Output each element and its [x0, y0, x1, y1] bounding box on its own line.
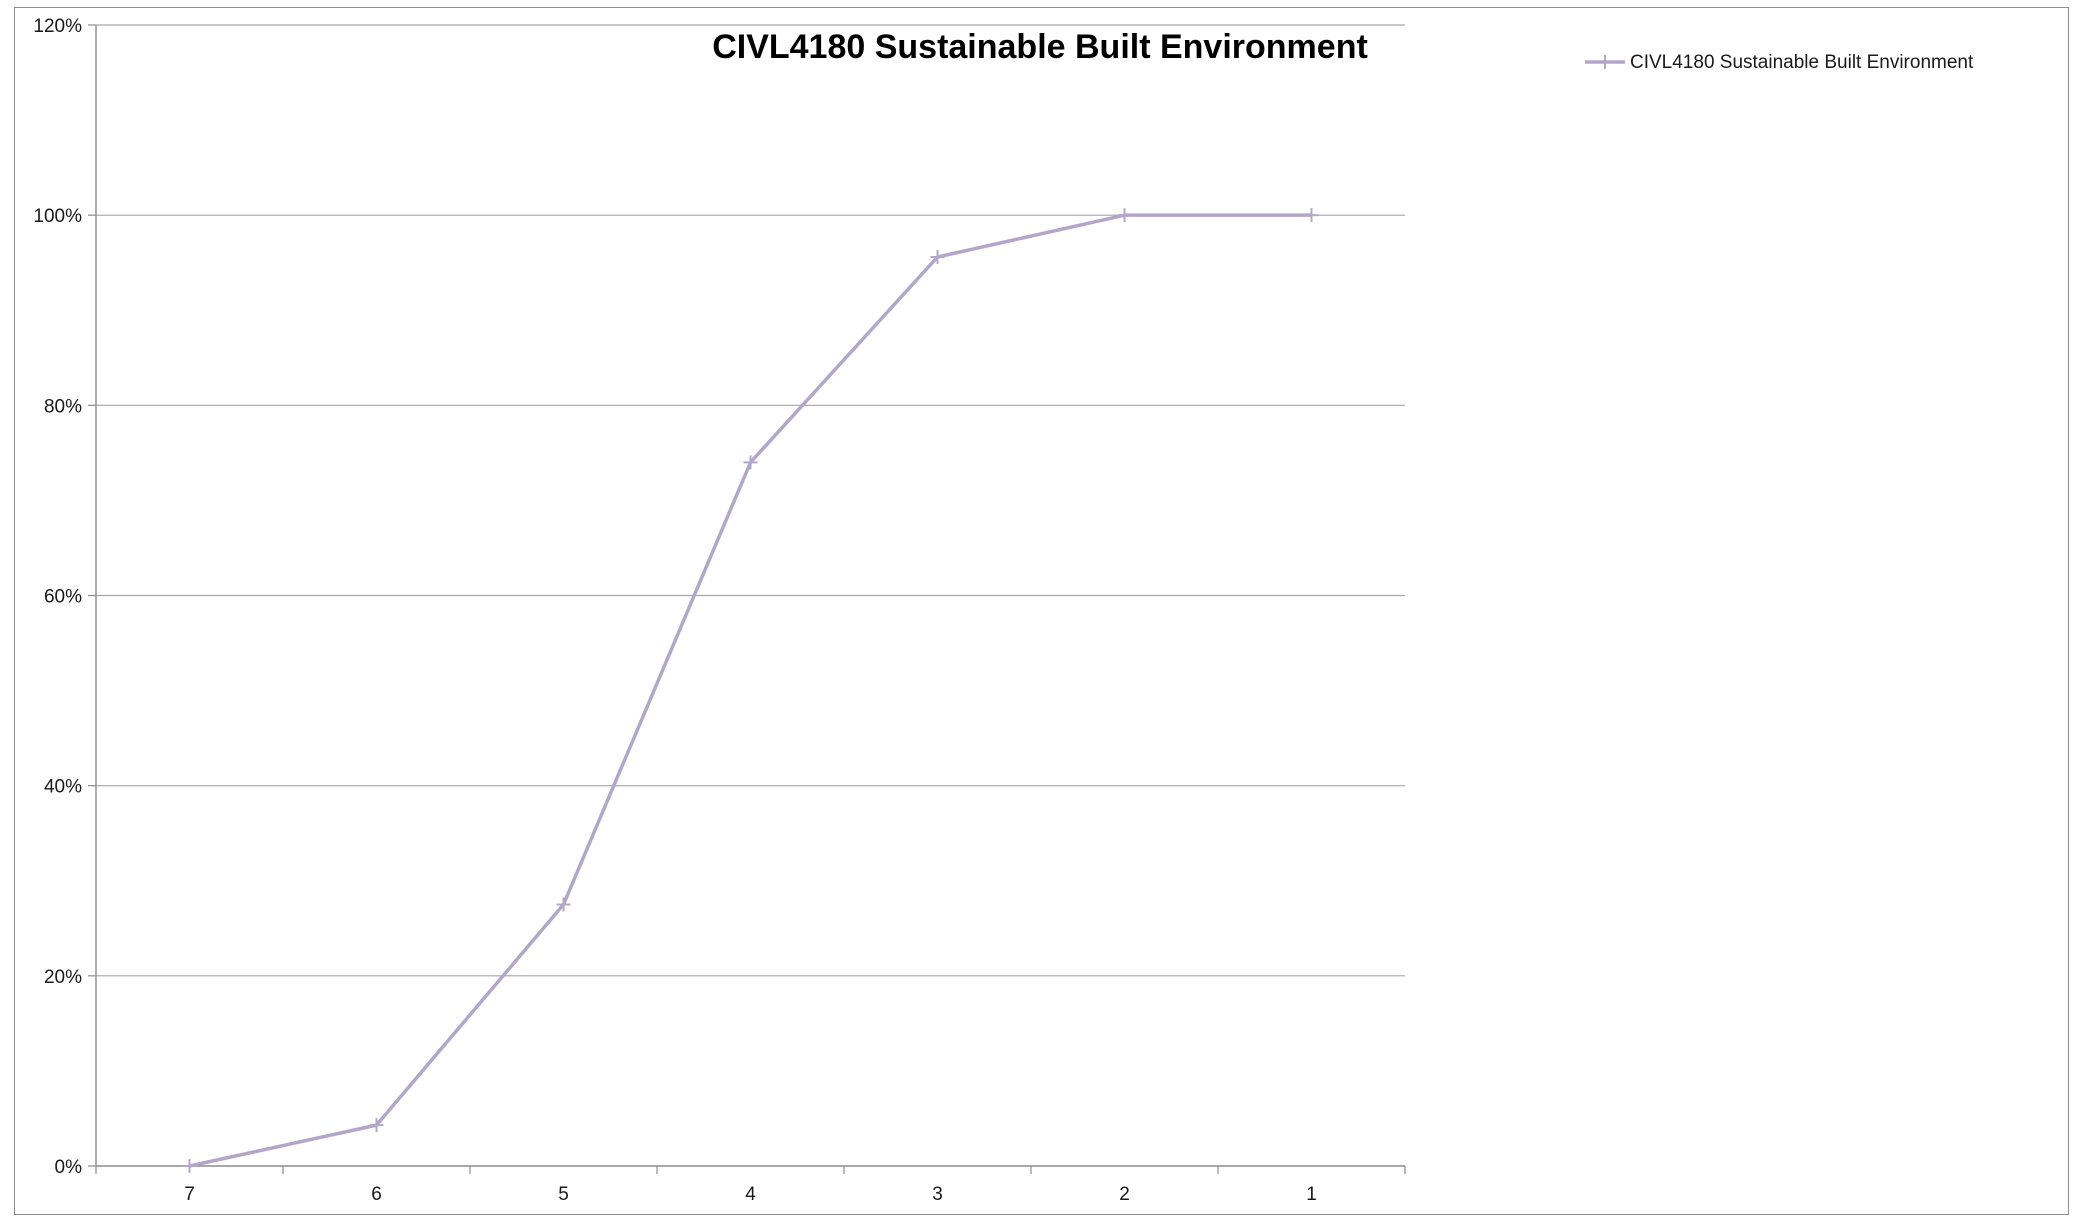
y-axis-tick-labels: 0% 20% 40% 60% 80% 100% 120% — [33, 16, 82, 1178]
data-point-marker — [556, 897, 571, 912]
legend-label: CIVL4180 Sustainable Built Environment — [1630, 52, 1974, 73]
data-point-marker — [930, 250, 945, 265]
x-tick-label: 1 — [1306, 1184, 1317, 1205]
y-tick-label: 0% — [55, 1157, 83, 1178]
x-tick-label: 5 — [558, 1184, 569, 1205]
x-axis-tick-labels: 7 6 5 4 3 2 1 — [184, 1184, 1317, 1205]
gridlines — [96, 24, 1405, 977]
chart-title: CIVL4180 Sustainable Built Environment — [712, 28, 1368, 66]
y-tick-label: 80% — [44, 396, 82, 417]
legend-marker-plus-icon — [1598, 55, 1612, 69]
axes — [88, 24, 1406, 1174]
data-point-marker — [743, 455, 758, 470]
x-tick-label: 2 — [1119, 1184, 1130, 1205]
data-point-marker — [369, 1118, 384, 1133]
data-point-marker — [182, 1159, 197, 1173]
legend[interactable]: CIVL4180 Sustainable Built Environment — [1585, 52, 1974, 73]
y-tick-label: 20% — [44, 967, 82, 988]
series-layer — [182, 208, 1319, 1173]
y-tick-label: 100% — [33, 206, 82, 227]
x-tick-label: 3 — [932, 1184, 943, 1205]
data-point-marker — [1117, 208, 1132, 223]
data-point-marker — [1304, 208, 1319, 223]
y-tick-label: 40% — [44, 777, 82, 798]
series-line — [189, 213, 1312, 1168]
x-tick-label: 4 — [745, 1184, 756, 1205]
x-tick-label: 7 — [184, 1184, 195, 1205]
x-tick-label: 6 — [371, 1184, 382, 1205]
y-tick-label: 60% — [44, 587, 82, 608]
y-tick-label: 120% — [33, 16, 82, 37]
chart-frame — [14, 7, 2069, 1215]
